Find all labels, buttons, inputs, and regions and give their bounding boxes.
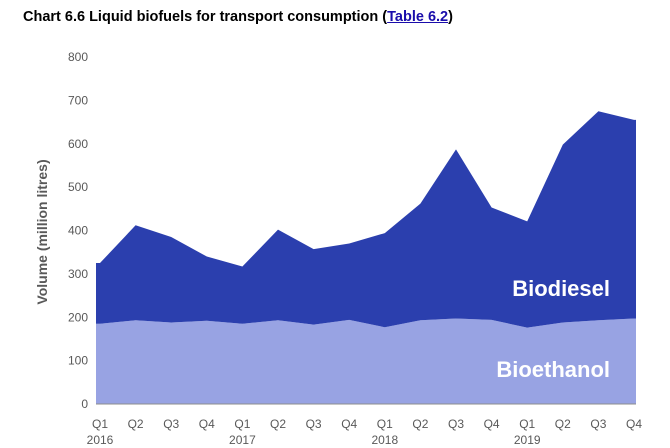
chart-title: Chart 6.6 Liquid biofuels for transport … <box>23 9 453 25</box>
x-tick-label: Q3 <box>590 417 606 431</box>
series-label-bioethanol: Bioethanol <box>496 357 610 382</box>
x-tick-label: Q3 <box>306 417 322 431</box>
x-tick-label: Q4 <box>341 417 357 431</box>
x-tick-label: Q1 <box>92 417 108 431</box>
x-tick-label: Q1 <box>234 417 250 431</box>
y-tick-label: 600 <box>68 137 88 151</box>
y-axis-label: Volume (million litres) <box>34 159 50 304</box>
title-text: Chart 6.6 Liquid biofuels for transport … <box>23 9 388 25</box>
y-tick-label: 400 <box>68 224 88 238</box>
x-year-label: 2018 <box>371 433 398 447</box>
area-bioethanol <box>96 318 636 404</box>
x-year-label: 2019 <box>514 433 541 447</box>
x-tick-label: Q2 <box>270 417 286 431</box>
x-tick-label: Q4 <box>626 417 642 431</box>
y-tick-label: 800 <box>68 50 88 64</box>
series-label-biodiesel: Biodiesel <box>512 276 610 301</box>
x-tick-label: Q3 <box>448 417 464 431</box>
x-tick-label: Q1 <box>377 417 393 431</box>
table-link[interactable]: Table 6.2 <box>387 9 449 25</box>
title-suffix: ) <box>448 9 453 25</box>
x-tick-label: Q2 <box>412 417 428 431</box>
x-tick-label: Q4 <box>199 417 215 431</box>
y-tick-label: 300 <box>68 267 88 281</box>
y-tick-label: 100 <box>68 354 88 368</box>
x-tick-label: Q2 <box>128 417 144 431</box>
x-tick-label: Q3 <box>163 417 179 431</box>
y-tick-label: 700 <box>68 93 88 107</box>
x-year-label: 2016 <box>87 433 114 447</box>
y-tick-label: 500 <box>68 180 88 194</box>
y-tick-label: 0 <box>81 397 88 411</box>
area-biodiesel <box>96 111 636 328</box>
y-tick-label: 200 <box>68 310 88 324</box>
x-tick-label: Q1 <box>519 417 535 431</box>
x-tick-label: Q2 <box>555 417 571 431</box>
x-tick-label: Q4 <box>484 417 500 431</box>
x-year-label: 2017 <box>229 433 256 447</box>
